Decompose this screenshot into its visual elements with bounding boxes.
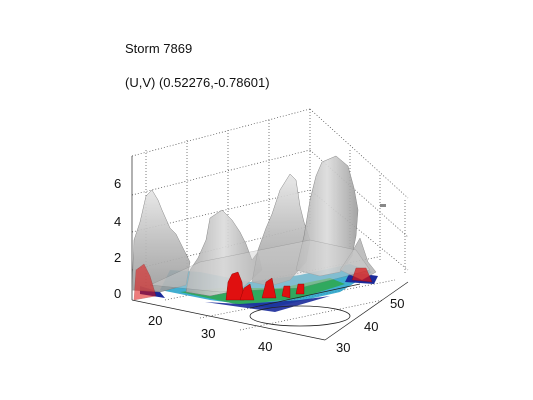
chart-subtitle: (U,V) (0.52276,-0.78601): [125, 75, 270, 90]
chart-title: Storm 7869: [125, 41, 193, 56]
z-tick-label: 6: [114, 176, 121, 191]
x-axis-ticks: 20 30 40: [148, 313, 272, 354]
x-tick-label: 30: [201, 326, 215, 341]
y-tick-label: 40: [364, 319, 378, 334]
z-axis-ticks: 0 2 4 6: [114, 176, 121, 301]
storm-surface: [131, 155, 377, 297]
z-tick-label: 2: [114, 250, 121, 265]
y-tick-label: 30: [336, 340, 350, 355]
x-tick-label: 40: [258, 339, 272, 354]
x-tick-label: 20: [148, 313, 162, 328]
y-axis-ticks: 30 40 50: [336, 296, 404, 355]
stray-echo: [380, 204, 386, 207]
z-tick-label: 4: [114, 214, 121, 229]
y-tick-label: 50: [390, 296, 404, 311]
storm-core: [133, 263, 373, 301]
floor-contour: [249, 283, 361, 327]
z-tick-label: 0: [114, 286, 121, 301]
